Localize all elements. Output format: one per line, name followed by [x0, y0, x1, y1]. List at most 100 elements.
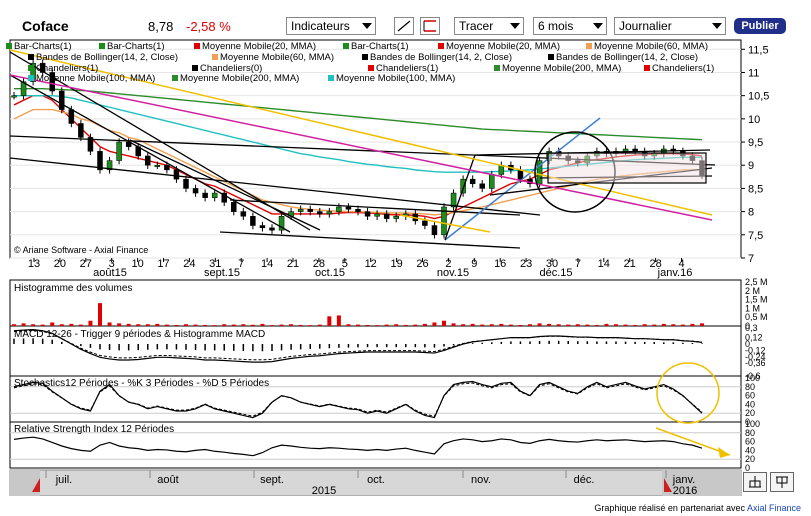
candle-body — [622, 148, 629, 152]
legend-label: Chandeliers(1) — [36, 63, 98, 74]
y-tick-label: 10,5 — [748, 91, 769, 103]
zoom-in-button[interactable] — [743, 472, 767, 492]
candle-body — [59, 90, 65, 110]
rsi-annotation-arrow — [655, 427, 731, 456]
volume-bar — [375, 325, 380, 326]
oscillator-tick-label: 0 — [745, 417, 750, 427]
month-label: déc.15 — [539, 267, 572, 279]
macd-y-axis: 0,30,120-0,12-0,24-0,36-0,6 — [745, 323, 766, 381]
legend-label: Moyenne Mobile(200, MMA) — [502, 63, 621, 74]
x-tick-label: 13 — [28, 258, 40, 270]
legend-swatch — [586, 43, 592, 49]
oscillator-tick-label: 100 — [745, 373, 760, 383]
zoom-out-button[interactable] — [770, 472, 794, 492]
volume-bar — [117, 323, 122, 326]
y-tick-label: 9 — [748, 160, 754, 172]
candle-body — [11, 95, 17, 98]
candle-body — [154, 164, 161, 167]
volume-bar — [145, 324, 150, 326]
legend-swatch — [99, 43, 105, 49]
indicators-dropdown[interactable]: Indicateurs — [286, 17, 376, 35]
horizontal-line-tool-icon[interactable] — [420, 17, 440, 35]
scroller-month-label: déc. — [574, 474, 595, 486]
volume-bar — [442, 320, 446, 326]
candle-body — [297, 209, 304, 212]
volume-tick-label: 0,5 M — [745, 312, 768, 322]
footer-partner-link[interactable]: Axial Finance — [746, 503, 801, 513]
legend-swatch — [328, 75, 334, 81]
candle-body — [307, 209, 313, 212]
chevron-down-icon — [712, 23, 722, 29]
scroller-month-label: août — [157, 474, 178, 486]
legend-swatch — [548, 54, 554, 60]
volume-bar — [231, 324, 236, 326]
volume-bar — [614, 324, 618, 326]
volume-bar — [31, 324, 36, 326]
legend-label: Bar-Charts(1) — [14, 41, 72, 52]
month-label: août15 — [93, 267, 127, 279]
footer-credit: Graphique réalisé en partenariat avec Ax… — [594, 503, 801, 513]
scroller-left-handle-icon[interactable] — [32, 478, 40, 492]
candle-body — [479, 183, 485, 189]
legend-label: Moyenne Mobile(100, MMA) — [336, 73, 455, 84]
volume-bar — [298, 324, 303, 326]
macd-trigger-line — [13, 330, 703, 361]
y-tick-label: 11 — [748, 67, 759, 79]
y-tick-label: 10 — [748, 114, 760, 126]
legend-swatch — [212, 54, 218, 60]
publish-button[interactable]: Publier — [734, 18, 786, 34]
volume-bar — [594, 324, 599, 326]
x-tick-label: 14 — [261, 258, 273, 270]
macd-tick-label: 0,12 — [745, 333, 763, 343]
volume-bar — [69, 323, 74, 326]
candle-body — [240, 211, 247, 217]
period-dropdown[interactable]: 6 mois — [533, 17, 607, 35]
macd-tick-label: 0 — [745, 339, 750, 349]
trendline-tool-icon[interactable] — [394, 17, 414, 35]
legend-swatch — [368, 65, 374, 71]
macd-series — [13, 328, 703, 363]
legend-label: Bar-Charts(1) — [107, 41, 165, 52]
toolbar: Coface 8,78 -2,58 % Indicateurs Tracer 6… — [0, 0, 811, 38]
legend-swatch — [343, 43, 349, 49]
legend-label: Bar-Charts(1) — [351, 41, 409, 52]
x-tick-label: 21 — [624, 258, 636, 270]
volume-bar — [499, 323, 504, 326]
month-label: sept.15 — [204, 267, 240, 279]
stochastic-d-line — [13, 382, 703, 417]
volume-bar — [556, 324, 561, 326]
month-label: janv.16 — [657, 267, 693, 279]
interval-dropdown[interactable]: Journalier — [614, 17, 726, 35]
scroller-month-label: oct. — [367, 474, 385, 486]
scroller-right-shade — [662, 470, 741, 496]
x-tick-label: 17 — [157, 258, 169, 270]
candle-body — [460, 178, 466, 194]
candle-body — [20, 81, 27, 96]
volume-bar — [422, 323, 427, 326]
chevron-down-icon — [362, 23, 372, 29]
scroller-month-label: janv. — [672, 474, 695, 486]
x-tick-label: 30 — [546, 258, 558, 270]
legend-swatch — [194, 43, 200, 49]
plot-dropdown[interactable]: Tracer — [454, 17, 524, 35]
macd-tick-label: -0,12 — [745, 345, 766, 355]
chevron-down-icon — [510, 23, 520, 29]
scroller-right-handle-icon[interactable] — [664, 478, 672, 492]
volume-bar — [136, 324, 141, 326]
y-tick-label: 9,5 — [748, 137, 763, 149]
scroller-month-label: sept. — [260, 474, 284, 486]
x-tick-label: 3 — [109, 258, 115, 270]
price-y-axis: 7 7,5 8 8,5 9 9,5 10 10,5 11 11,5 — [741, 44, 769, 265]
volume-bar — [184, 324, 188, 326]
footer-credit-text: Graphique réalisé en partenariat avec — [594, 503, 745, 513]
stock-change: -2,58 % — [186, 19, 231, 34]
candle-body — [393, 216, 399, 219]
volume-bar — [547, 323, 552, 326]
candle-body — [183, 178, 189, 189]
stochastic-panel-title: Stochastics12 Périodes - %K 3 Périodes -… — [14, 378, 269, 389]
volume-bar — [50, 322, 55, 326]
volume-tick-label: 0 — [745, 321, 750, 331]
volume-bar — [356, 324, 360, 326]
volume-bar — [403, 324, 408, 326]
volume-bar — [585, 324, 590, 326]
